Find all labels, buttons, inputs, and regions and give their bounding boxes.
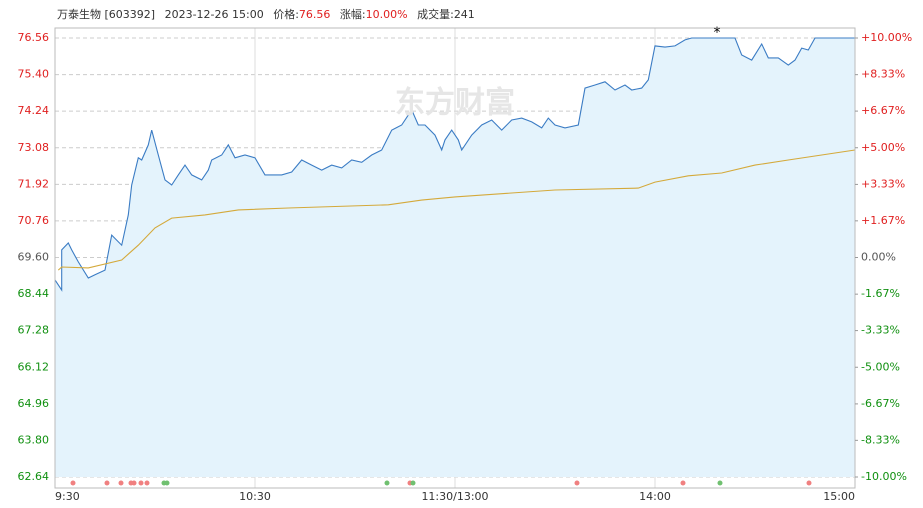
event-dot bbox=[118, 480, 124, 486]
stock-name: 万泰生物 bbox=[57, 7, 101, 21]
y2-tick-label: +3.33% bbox=[861, 177, 905, 190]
y-tick-label: 62.64 bbox=[18, 470, 50, 483]
y-tick-label: 75.40 bbox=[18, 68, 50, 81]
x-tick-label: 14:00 bbox=[639, 490, 671, 503]
y-tick-label: 67.28 bbox=[18, 324, 50, 337]
event-dot bbox=[144, 480, 150, 486]
event-dot bbox=[574, 480, 580, 486]
y-tick-label: 64.96 bbox=[18, 397, 50, 410]
event-dot bbox=[680, 480, 686, 486]
datetime: 2023-12-26 15:00 bbox=[165, 8, 264, 21]
change: 10.00% bbox=[366, 8, 408, 21]
y2-tick-label: -3.33% bbox=[861, 324, 900, 337]
event-dot bbox=[717, 480, 723, 486]
y2-tick-label: -10.00% bbox=[861, 470, 907, 483]
event-dot bbox=[384, 480, 390, 486]
y-tick-label: 66.12 bbox=[18, 360, 50, 373]
event-dot bbox=[70, 480, 76, 486]
y2-tick-label: +8.33% bbox=[861, 68, 905, 81]
y2-tick-label: -5.00% bbox=[861, 360, 900, 373]
y-tick-label: 73.08 bbox=[18, 141, 50, 154]
y2-tick-label: +5.00% bbox=[861, 141, 905, 154]
event-dot bbox=[104, 480, 110, 486]
y2-tick-label: +1.67% bbox=[861, 214, 905, 227]
y2-tick-label: -6.67% bbox=[861, 397, 900, 410]
event-dots bbox=[70, 480, 812, 486]
x-tick-label: 9:30 bbox=[55, 490, 80, 503]
price-line bbox=[54, 37, 855, 292]
stock-code: [603392] bbox=[105, 8, 156, 21]
y-tick-label: 70.76 bbox=[18, 214, 50, 227]
high-marker: * bbox=[714, 25, 721, 41]
y2-tick-label: +6.67% bbox=[861, 104, 905, 117]
y2-tick-label: -1.67% bbox=[861, 287, 900, 300]
y-tick-label: 76.56 bbox=[18, 31, 50, 44]
event-dot bbox=[806, 480, 812, 486]
event-dot bbox=[138, 480, 144, 486]
volume-label: 成交量: bbox=[417, 7, 454, 21]
header: 万泰生物 [603392] 2023-12-26 15:00 价格:76.56 … bbox=[57, 7, 475, 21]
event-dot bbox=[410, 480, 416, 486]
y-tick-label: 71.92 bbox=[18, 177, 50, 190]
y-tick-label: 74.24 bbox=[18, 104, 50, 117]
y-tick-label: 69.60 bbox=[18, 251, 50, 264]
y-tick-label: 68.44 bbox=[18, 287, 50, 300]
volume: 241 bbox=[454, 8, 475, 21]
watermark: 东方财富 bbox=[395, 86, 515, 121]
event-dot bbox=[164, 480, 170, 486]
x-tick-label: 15:00 bbox=[823, 490, 855, 503]
event-dot bbox=[131, 480, 137, 486]
average-line bbox=[57, 149, 856, 271]
price-area bbox=[55, 38, 855, 477]
change-label: 涨幅: bbox=[340, 8, 366, 21]
y2-tick-label: +10.00% bbox=[861, 31, 912, 44]
x-tick-label: 11:30/13:00 bbox=[421, 490, 488, 503]
price: 76.56 bbox=[299, 8, 331, 21]
y-tick-label: 63.80 bbox=[18, 433, 50, 446]
y2-tick-label: -8.33% bbox=[861, 433, 900, 446]
price-label: 价格: bbox=[273, 7, 299, 21]
x-tick-label: 10:30 bbox=[239, 490, 271, 503]
y2-tick-label: 0.00% bbox=[861, 251, 896, 264]
